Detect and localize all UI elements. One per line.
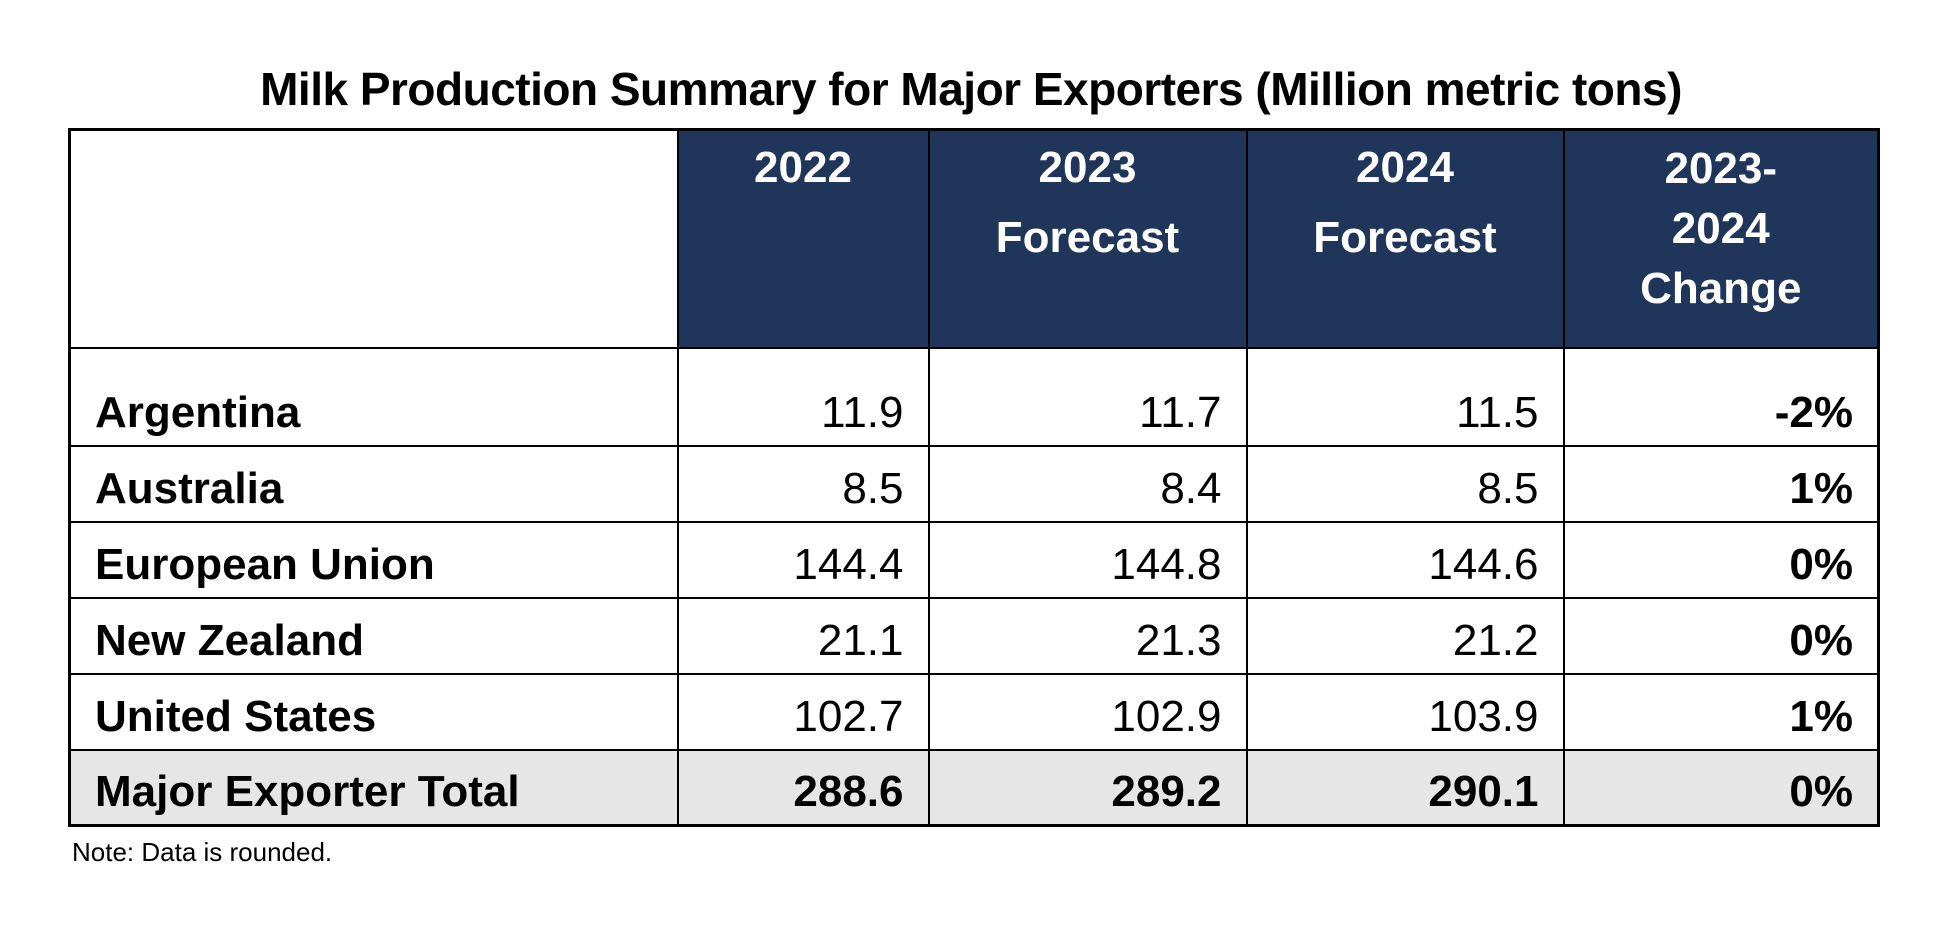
footnote: Note: Data is rounded. (72, 837, 333, 867)
change-cell: -2% (1562, 346, 1880, 447)
header-line: 2022 (754, 143, 852, 192)
header-2023-forecast: 2023 Forecast (927, 128, 1248, 349)
value-cell-2023: 144.8 (927, 520, 1248, 599)
value-cell-2024: 21.2 (1245, 596, 1565, 675)
value-cell-2024: 144.6 (1245, 520, 1565, 599)
value-cell-2024: 103.9 (1245, 672, 1565, 751)
value-cell-2024: 290.1 (1245, 748, 1565, 827)
value-cell-2022: 8.5 (676, 444, 930, 523)
header-line: Forecast (995, 213, 1180, 262)
table-row: Australia 8.5 8.4 8.5 1% (68, 444, 1880, 523)
value-cell-2024: 11.5 (1245, 346, 1565, 447)
change-cell: 1% (1562, 672, 1880, 751)
change-cell: 1% (1562, 444, 1880, 523)
row-label: New Zealand (68, 596, 679, 675)
value-cell-2022: 102.7 (676, 672, 930, 751)
value-cell-2023: 11.7 (927, 346, 1248, 447)
change-cell: 0% (1562, 596, 1880, 675)
row-label: European Union (68, 520, 679, 599)
header-change: 2023- 2024 Change (1562, 128, 1880, 349)
table-row: United States 102.7 102.9 103.9 1% (68, 672, 1880, 751)
value-cell-2022: 144.4 (676, 520, 930, 599)
milk-production-table: 2022 2023 Forecast 2024 Forecast 2023- 2024… (68, 128, 1880, 827)
header-line: 2023- (1664, 144, 1778, 193)
table-row: Argentina 11.9 11.7 11.5 -2% (68, 346, 1880, 447)
value-cell-2023: 8.4 (927, 444, 1248, 523)
row-label: Major Exporter Total (68, 748, 679, 827)
header-blank (68, 128, 679, 349)
header-row: 2022 2023 Forecast 2024 Forecast 2023- 2024… (68, 128, 1880, 349)
change-cell: 0% (1562, 748, 1880, 827)
table-title: Milk Production Summary for Major Export… (260, 63, 1682, 115)
total-row: Major Exporter Total 288.6 289.2 290.1 0% (68, 748, 1880, 827)
value-cell-2023: 102.9 (927, 672, 1248, 751)
header-line: 2023 (1038, 143, 1137, 192)
row-label: United States (68, 672, 679, 751)
change-cell: 0% (1562, 520, 1880, 599)
value-cell-2022: 288.6 (676, 748, 930, 827)
header-line: Forecast (1313, 213, 1497, 262)
header-line: 2024 (1671, 204, 1770, 253)
row-label: Argentina (68, 346, 679, 447)
value-cell-2023: 289.2 (927, 748, 1248, 827)
header-line: 2024 (1356, 143, 1454, 192)
value-cell-2023: 21.3 (927, 596, 1248, 675)
header-2024-forecast: 2024 Forecast (1245, 128, 1565, 349)
value-cell-2022: 11.9 (676, 346, 930, 447)
row-label: Australia (68, 444, 679, 523)
header-2022: 2022 (676, 128, 930, 349)
value-cell-2024: 8.5 (1245, 444, 1565, 523)
table-row: European Union 144.4 144.8 144.6 0% (68, 520, 1880, 599)
value-cell-2022: 21.1 (676, 596, 930, 675)
table-row: New Zealand 21.1 21.3 21.2 0% (68, 596, 1880, 675)
header-line: Change (1640, 264, 1802, 313)
